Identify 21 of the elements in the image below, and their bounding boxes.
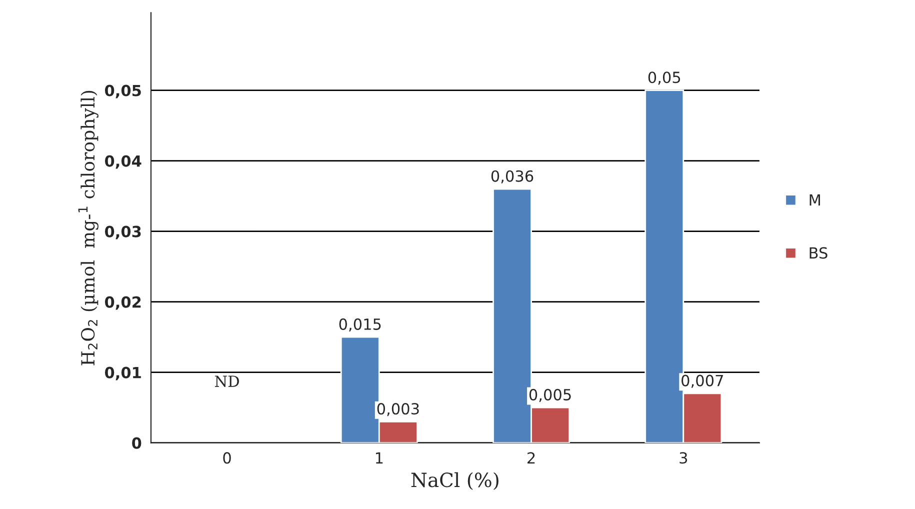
legend-label: BS xyxy=(810,247,828,259)
y-tick-label: 0,01 xyxy=(104,366,141,380)
y-axis-title: H$_{2}$O$_{2}$ (µmol mg-$^{1}$ chlorophyll) xyxy=(78,90,98,366)
data-label: 0,007 xyxy=(682,374,723,388)
y-tick-label: 0,05 xyxy=(104,84,141,98)
y-tick-label: 0 xyxy=(132,437,142,449)
x-tick-label: 1 xyxy=(376,452,383,464)
x-tick-label: 0 xyxy=(223,452,231,464)
legend-label: M xyxy=(810,194,820,206)
data-label: 0,05 xyxy=(648,72,680,85)
y-tick-label: 0,03 xyxy=(104,226,141,240)
data-label: 0,036 xyxy=(491,170,534,184)
data-label: 0,003 xyxy=(377,402,419,416)
annotation: ND xyxy=(214,376,239,388)
y-tick-label: 0,02 xyxy=(104,296,141,310)
x-tick-label: 2 xyxy=(528,452,535,464)
x-tick-label: 3 xyxy=(680,452,688,464)
data-label: 0,015 xyxy=(339,318,381,332)
y-tick-label: 0,04 xyxy=(104,155,142,169)
x-axis-title: NaCl (%) xyxy=(411,472,498,490)
data-label: 0,005 xyxy=(529,388,571,402)
